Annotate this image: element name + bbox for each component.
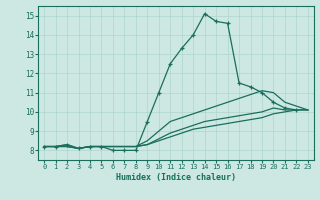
X-axis label: Humidex (Indice chaleur): Humidex (Indice chaleur) <box>116 173 236 182</box>
